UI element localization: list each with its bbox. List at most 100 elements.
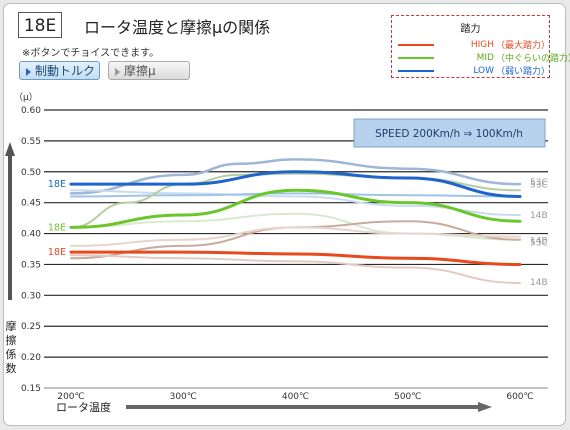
series-start-label: 18E	[48, 247, 66, 258]
series-point	[182, 194, 184, 196]
series-point	[70, 254, 72, 256]
series-point	[519, 214, 521, 216]
series-point	[407, 202, 409, 204]
series-point	[519, 190, 521, 192]
legend-label: HIGH	[470, 39, 494, 50]
series-point	[239, 174, 241, 176]
series-point	[407, 233, 409, 235]
legend-item-mid: MID （中ぐらいの踏力）	[398, 51, 570, 64]
series-point	[126, 202, 128, 204]
y-axis-label-char: 数	[6, 362, 17, 375]
play-icon	[115, 67, 120, 76]
x-axis-arrow-head	[478, 402, 492, 412]
series-point	[519, 196, 521, 198]
hint-note: ※ボタンでチョイスできます。	[22, 48, 160, 59]
speed-label: SPEED 200Km/h ⇒ 100Km/h	[375, 128, 523, 140]
series-point	[407, 168, 409, 170]
series-point	[182, 257, 184, 259]
series-point	[70, 193, 72, 195]
series-point	[295, 261, 297, 263]
mu-button[interactable]: 摩擦μ	[108, 61, 190, 80]
x-axis-label: ロータ温度	[56, 400, 111, 414]
series-end-label: 14B	[530, 278, 548, 288]
legend-swatch	[398, 56, 434, 59]
series-end-label: 14B	[530, 237, 548, 247]
x-tick-label: 200℃	[57, 392, 84, 402]
y-tick-label: 0.60	[21, 106, 41, 116]
play-icon	[26, 67, 31, 76]
series-end-label: 53C	[530, 180, 548, 190]
y-axis-label-char: 係	[6, 348, 17, 361]
series-point	[519, 239, 521, 241]
x-tick-label: 400℃	[282, 392, 309, 402]
series-point	[70, 183, 72, 185]
x-tick-label: 300℃	[170, 392, 197, 402]
series-end-label: 14B	[530, 211, 548, 221]
series-start-label: 18E	[48, 222, 66, 233]
series-point	[182, 214, 184, 216]
series-line	[69, 188, 522, 229]
y-axis-arrow-head	[5, 142, 15, 156]
legend-sub: （弱い踏力）	[496, 67, 551, 77]
series-point	[239, 163, 241, 165]
legend-title: 踏力	[460, 24, 481, 35]
product-code-box: 18E	[18, 12, 62, 38]
torque-button[interactable]: 制動トルク	[19, 61, 100, 80]
y-tick-label: 0.30	[21, 291, 41, 301]
series-line	[69, 250, 522, 266]
series-point	[182, 183, 184, 185]
x-tick-label: 600℃	[506, 392, 533, 402]
legend-item-high: HIGH （最大踏力）	[398, 38, 551, 51]
legend-swatch	[398, 43, 434, 46]
series-point	[70, 196, 72, 198]
series-end-label: 53C	[530, 178, 548, 188]
series-point	[407, 257, 409, 259]
series-point	[295, 193, 297, 195]
series-point	[182, 251, 184, 253]
y-tick-label: 0.25	[21, 322, 41, 332]
series-point	[70, 227, 72, 229]
y-tick-label: 0.45	[21, 199, 41, 209]
series-point	[70, 251, 72, 253]
torque-button-label: 制動トルク	[35, 64, 96, 78]
speed-box	[353, 118, 546, 148]
series-point	[182, 239, 184, 241]
series-point	[407, 177, 409, 179]
series-point	[519, 236, 521, 238]
series-point	[519, 282, 521, 284]
series-point	[407, 205, 409, 207]
series-point	[295, 253, 297, 255]
series-point	[295, 159, 297, 161]
series-point	[295, 190, 297, 192]
series-point	[70, 257, 72, 259]
y-tick-label: 0.50	[21, 168, 41, 178]
series-line	[69, 170, 522, 198]
legend-sub: （最大踏力）	[496, 41, 551, 51]
series-point	[407, 220, 409, 222]
series-line	[70, 226, 521, 247]
y-unit-label: （μ）	[14, 92, 38, 103]
series-point	[182, 174, 184, 176]
series-point	[295, 171, 297, 173]
series-point	[70, 190, 72, 192]
y-tick-label: 0.40	[21, 230, 41, 240]
y-tick-label: 0.15	[21, 384, 41, 394]
page-title: ロータ温度と摩擦μの関係	[84, 18, 271, 37]
series-point	[295, 196, 297, 198]
series-line	[69, 158, 522, 195]
legend-sub: （中ぐらいの踏力）	[496, 54, 570, 64]
legend: 踏力 HIGH （最大踏力） MID （中ぐらいの踏力） LOW （弱い踏力）	[391, 15, 570, 78]
series-point	[295, 227, 297, 229]
series-point	[182, 220, 184, 222]
y-tick-label: 0.20	[21, 353, 41, 363]
series-end-label: 53C	[530, 239, 548, 249]
y-tick-label: 0.35	[21, 260, 41, 270]
series-point	[407, 267, 409, 269]
series-point	[519, 264, 521, 266]
legend-swatch	[398, 69, 434, 72]
series-point	[182, 245, 184, 247]
legend-item-low: LOW （弱い踏力）	[398, 64, 551, 77]
series-point	[295, 213, 297, 215]
y-axis-label-char: 摩	[6, 319, 17, 333]
